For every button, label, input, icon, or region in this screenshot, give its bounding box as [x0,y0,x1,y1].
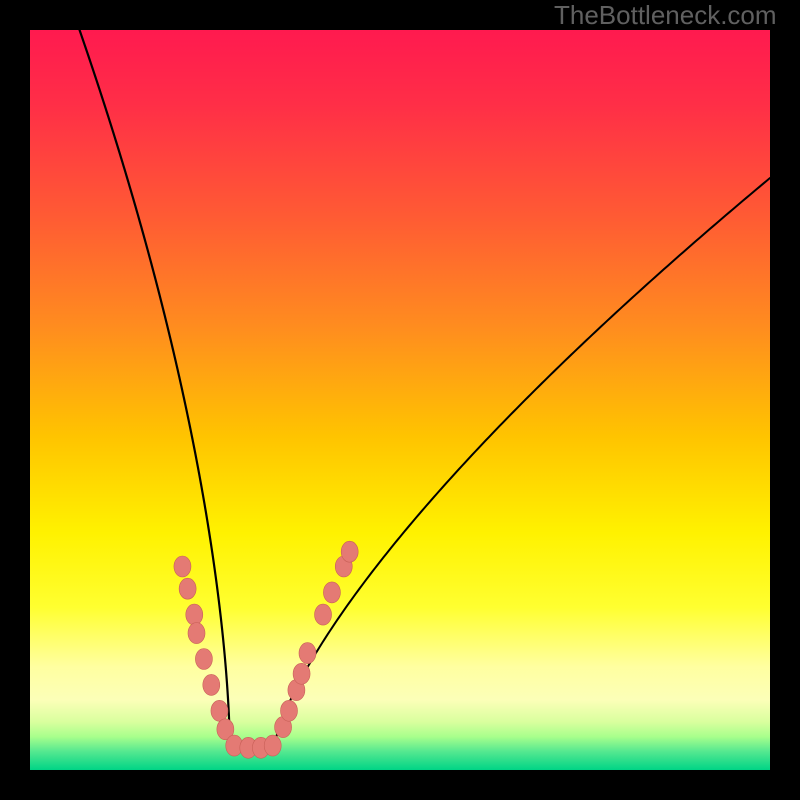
marker [186,604,203,625]
marker [203,674,220,695]
marker [211,700,228,721]
marker [174,556,191,577]
marker [195,649,212,670]
plot-svg [30,30,770,770]
watermark-text: TheBottleneck.com [554,0,777,31]
marker [293,663,310,684]
marker [179,578,196,599]
marker [323,582,340,603]
marker [341,541,358,562]
marker [281,700,298,721]
gradient-background [30,30,770,770]
marker [315,604,332,625]
marker [188,623,205,644]
plot-area [30,30,770,770]
marker [299,643,316,664]
marker [264,735,281,756]
